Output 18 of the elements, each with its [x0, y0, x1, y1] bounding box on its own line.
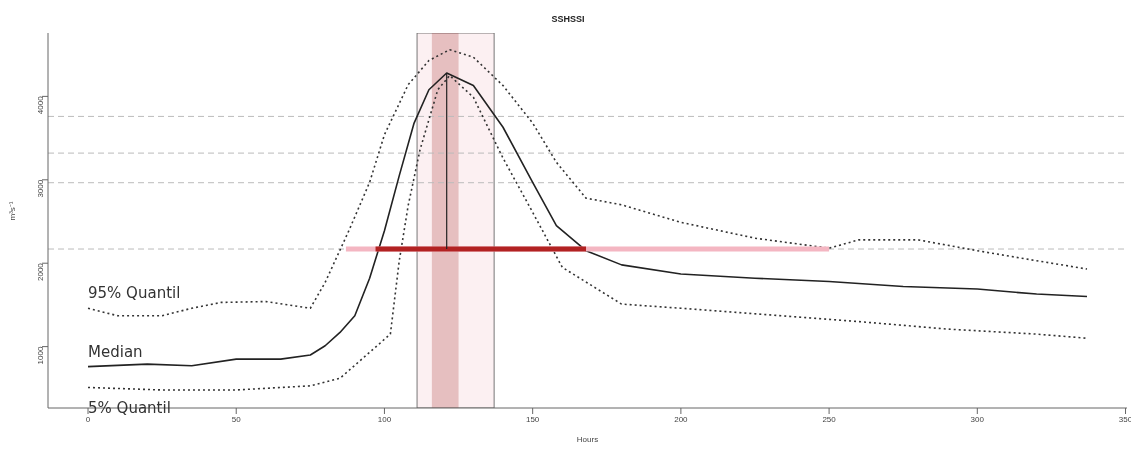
x-tick-label: 300 — [970, 414, 985, 424]
y-tick-label: 1000 — [35, 346, 45, 365]
y-axis-title: m³s⁻¹ — [7, 201, 17, 221]
x-tick-label: 50 — [231, 414, 242, 424]
x-tick-label: 150 — [525, 414, 540, 424]
y-tick-label: 4000 — [35, 95, 45, 115]
chart-title: SSHSSI — [551, 14, 585, 24]
x-tick-label: 250 — [822, 414, 837, 424]
x-tick-label: 100 — [377, 414, 392, 424]
series-label: 5% Quantil — [88, 399, 171, 418]
x-axis-title: Hours — [576, 435, 599, 444]
x-tick-label: 0 — [85, 414, 91, 424]
x-tick-label: 200 — [674, 414, 689, 424]
x-tick-label: 350 — [1118, 414, 1133, 424]
y-tick-label: 3000 — [35, 179, 45, 198]
y-tick-label: 2000 — [35, 262, 45, 281]
series-label: Median — [88, 342, 143, 361]
series-label: 95% Quantil — [88, 284, 181, 303]
